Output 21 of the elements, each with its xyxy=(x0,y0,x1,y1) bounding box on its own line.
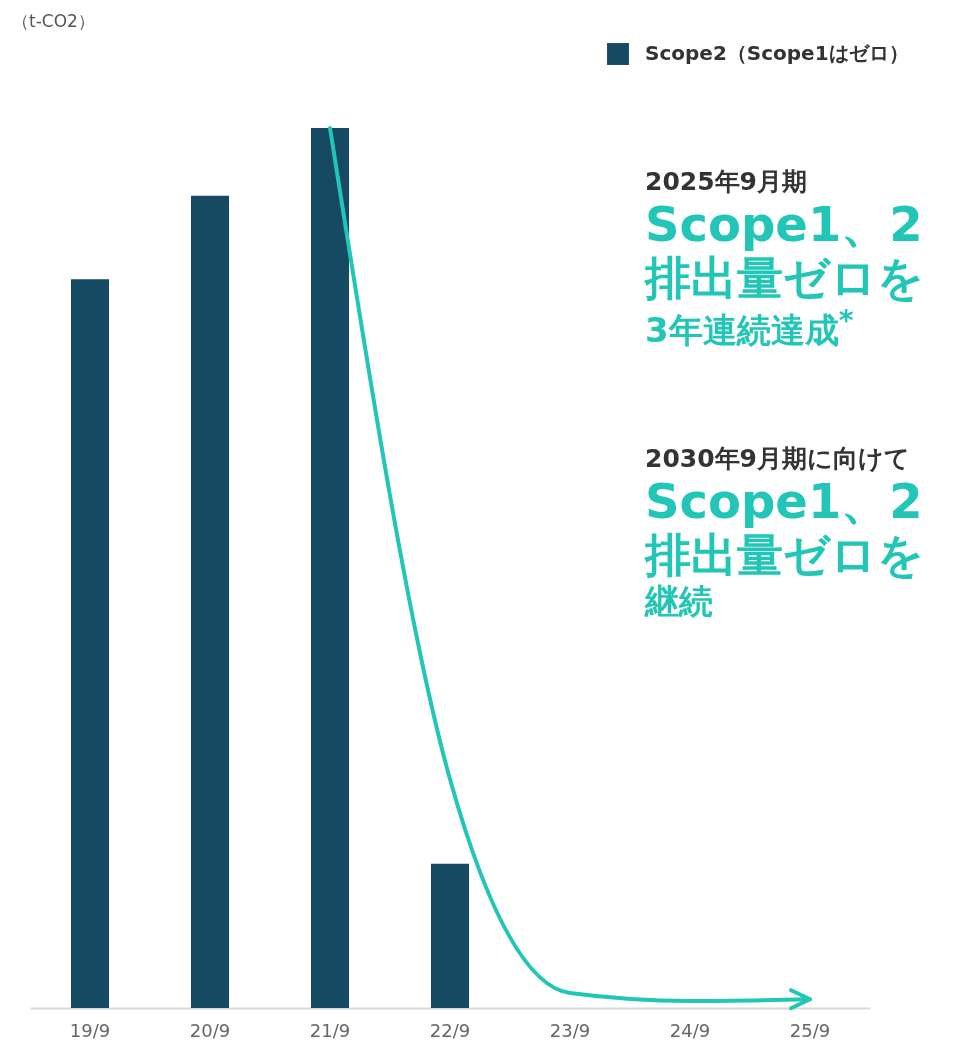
x-tick-label: 25/9 xyxy=(789,1019,831,1041)
bar xyxy=(71,279,109,1008)
annotation: 2030年9月期に向けて xyxy=(645,444,911,474)
annotation: 継続 xyxy=(645,581,714,622)
x-tick-label: 22/9 xyxy=(429,1019,471,1041)
annotation: Scope1、2 xyxy=(645,473,924,530)
legend-label: Scope2（Scope1はゼロ） xyxy=(645,41,909,65)
x-tick-label: 23/9 xyxy=(549,1019,591,1041)
x-tick-label: 24/9 xyxy=(669,1019,711,1041)
x-tick-label: 19/9 xyxy=(69,1019,111,1041)
bar xyxy=(311,128,349,1008)
annotation: 3年連続達成$^{*}$ xyxy=(645,303,855,351)
annotation: 排出量ゼロを xyxy=(645,528,924,583)
x-tick-label: 21/9 xyxy=(309,1019,351,1041)
x-tick-label: 20/9 xyxy=(189,1019,231,1041)
text: （t-CO2） xyxy=(12,10,95,33)
bar xyxy=(191,195,229,1008)
annotation: Scope1、2 xyxy=(645,195,924,252)
annotation: 排出量ゼロを xyxy=(645,250,924,305)
bar xyxy=(431,863,469,1008)
annotation: 2025年9月期 xyxy=(645,167,808,197)
